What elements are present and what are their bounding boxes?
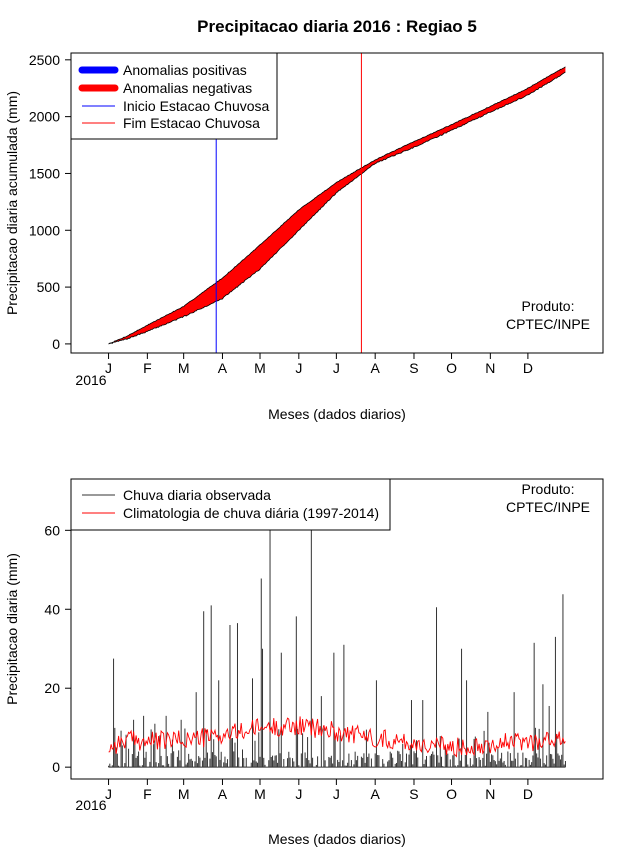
bottom-x-tick-label: J: [333, 786, 340, 802]
bottom-year-label: 2016: [75, 797, 106, 813]
bottom-chart: 0 20 40 60 J F M A M J J A S O N D 2016 Meses (dados d…: [4, 478, 604, 847]
top-x-tick-label: D: [523, 360, 533, 376]
top-x-tick-label: M: [178, 360, 190, 376]
bottom-y-tick-label: 20: [44, 680, 60, 696]
top-y-tick-label: 2500: [29, 52, 60, 68]
top-x-tick-label: N: [485, 360, 495, 376]
top-credit-line2: CPTEC/INPE: [506, 316, 590, 332]
legend-label-inicio-estacao: Inicio Estacao Chuvosa: [123, 98, 270, 114]
top-x-tick-label: A: [218, 360, 228, 376]
top-y-axis: 0 500 1000 1500 2000 2500: [29, 52, 71, 352]
bottom-y-axis-label: Precipitacao diaria (mm): [4, 553, 20, 705]
top-y-tick-label: 1500: [29, 165, 60, 181]
legend-label-climatologia: Climatologia de chuva diária (1997-2014): [123, 505, 379, 521]
bottom-x-tick-label: A: [371, 786, 381, 802]
bottom-y-tick-label: 0: [52, 759, 60, 775]
top-x-tick-label: F: [143, 360, 152, 376]
legend-label-fim-estacao: Fim Estacao Chuvosa: [123, 115, 260, 131]
top-y-axis-label: Precipitacao diaria acumulada (mm): [4, 91, 20, 315]
top-x-axis-label: Meses (dados diarios): [268, 406, 406, 422]
bottom-legend: Chuva diaria observada Climatologia de c…: [70, 478, 391, 531]
top-y-tick-label: 2000: [29, 109, 60, 125]
bottom-x-tick-label: D: [523, 786, 533, 802]
bottom-x-tick-label: F: [143, 786, 152, 802]
legend-label-anomalias-negativas: Anomalias negativas: [123, 80, 252, 96]
top-legend: Anomalias positivas Anomalias negativas …: [70, 52, 278, 140]
top-y-tick-label: 1000: [29, 222, 60, 238]
top-x-tick-label: J: [333, 360, 340, 376]
top-x-tick-label: S: [409, 360, 418, 376]
top-x-tick-label: A: [371, 360, 381, 376]
top-chart: Precipitacao diaria 2016 : Regiao 5 0 500…: [4, 17, 604, 422]
legend-label-anomalias-positivas: Anomalias positivas: [123, 62, 247, 78]
climatology-cumulative-line: [108, 66, 566, 345]
top-x-tick-label: J: [295, 360, 302, 376]
top-plot-frame: [70, 52, 604, 354]
top-chart-title: Precipitacao diaria 2016 : Regiao 5: [197, 17, 477, 36]
bottom-legend-box: [70, 478, 391, 531]
negative-anomaly-area: [108, 66, 566, 345]
legend-label-chuva-observada: Chuva diaria observada: [123, 487, 271, 503]
bottom-x-tick-label: S: [409, 786, 418, 802]
top-x-tick-label: J: [105, 360, 112, 376]
bottom-x-tick-label: M: [254, 786, 266, 802]
bottom-x-tick-label: M: [178, 786, 190, 802]
top-year-label: 2016: [75, 372, 106, 388]
climatology-daily-line: [108, 716, 566, 758]
bottom-x-axis-label: Meses (dados diarios): [268, 831, 406, 847]
bottom-y-axis: 0 20 40 60: [44, 522, 71, 775]
bottom-credit-line2: CPTEC/INPE: [506, 499, 590, 515]
top-y-tick-label: 500: [37, 279, 61, 295]
bottom-x-tick-label: N: [485, 786, 495, 802]
top-x-tick-label: M: [254, 360, 266, 376]
bottom-x-tick-label: J: [105, 786, 112, 802]
top-credit-line1: Produto:: [522, 298, 575, 314]
observed-cumulative-line: [108, 71, 566, 345]
bottom-credit-line1: Produto:: [522, 481, 575, 497]
bottom-x-tick-label: O: [446, 786, 457, 802]
bottom-y-tick-label: 40: [44, 601, 60, 617]
bottom-x-tick-label: A: [218, 786, 228, 802]
bottom-y-tick-label: 60: [44, 522, 60, 538]
bottom-x-tick-label: J: [295, 786, 302, 802]
top-x-tick-label: O: [446, 360, 457, 376]
top-y-tick-label: 0: [52, 336, 60, 352]
